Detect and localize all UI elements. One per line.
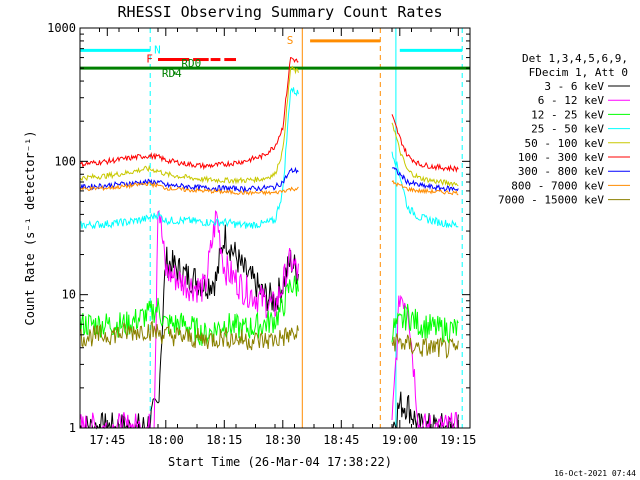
series-line-1 (79, 209, 459, 430)
legend-label-2: 12 - 25 keV (531, 108, 604, 121)
y-tick-label-1: 10 (62, 288, 76, 302)
legend-header-1: FDecim 1, Att 0 (529, 66, 628, 79)
state-label-n: N (154, 43, 161, 56)
series-line-6 (79, 166, 459, 194)
series-line-5 (79, 57, 459, 174)
legend-label-4: 50 - 100 keV (525, 137, 605, 150)
legend-label-3: 25 - 50 keV (531, 123, 604, 136)
state-label-rd4: RD4 (162, 67, 182, 80)
legend-label-5: 100 - 300 keV (518, 151, 604, 164)
x-tick-label-1: 18:00 (148, 433, 184, 447)
x-axis-label: Start Time (26-Mar-04 17:38:22) (168, 455, 392, 469)
series-line-7 (79, 179, 459, 197)
y-tick-label-0: 1 (69, 421, 76, 435)
y-axis-label: Count Rate (s⁻¹ detector⁻¹) (23, 130, 37, 325)
legend-label-8: 7000 - 15000 keV (498, 194, 604, 207)
legend-label-6: 300 - 800 keV (518, 165, 604, 178)
y-tick-label-2: 100 (54, 154, 76, 168)
series-line-4 (79, 65, 459, 188)
chart-title: RHESSI Observing Summary Count Rates (117, 3, 442, 21)
legend-label-0: 3 - 6 keV (544, 80, 604, 93)
x-tick-label-6: 19:15 (440, 433, 476, 447)
plot-frame (79, 27, 471, 429)
footer-date: 16-Oct-2021 07:44 (554, 469, 636, 478)
legend-label-1: 6 - 12 keV (538, 94, 605, 107)
x-tick-label-0: 17:45 (89, 433, 125, 447)
x-axis: 17:45 18:00 18:15 18:30 18:45 19:00 19:15 (79, 28, 476, 447)
x-tick-label-5: 19:00 (382, 433, 418, 447)
series-line-2 (79, 275, 459, 346)
state-label-s: S (287, 34, 294, 47)
x-tick-label-2: 18:15 (206, 433, 242, 447)
x-tick-label-4: 18:45 (323, 433, 359, 447)
state-label-f: F (146, 53, 153, 66)
legend-label-7: 800 - 7000 keV (511, 179, 604, 192)
x-tick-label-3: 18:30 (265, 433, 301, 447)
series-line-3 (79, 87, 459, 230)
y-axis: 1 10 100 1000 (47, 21, 470, 435)
legend-header-0: Det 1,3,4,5,6,9, (522, 52, 628, 65)
y-tick-label-3: 1000 (47, 21, 76, 35)
state-label-rd0: RD0 (181, 57, 201, 70)
legend: Det 1,3,4,5,6,9,FDecim 1, Att 03 - 6 keV… (498, 52, 630, 207)
series-line-8 (79, 320, 459, 359)
